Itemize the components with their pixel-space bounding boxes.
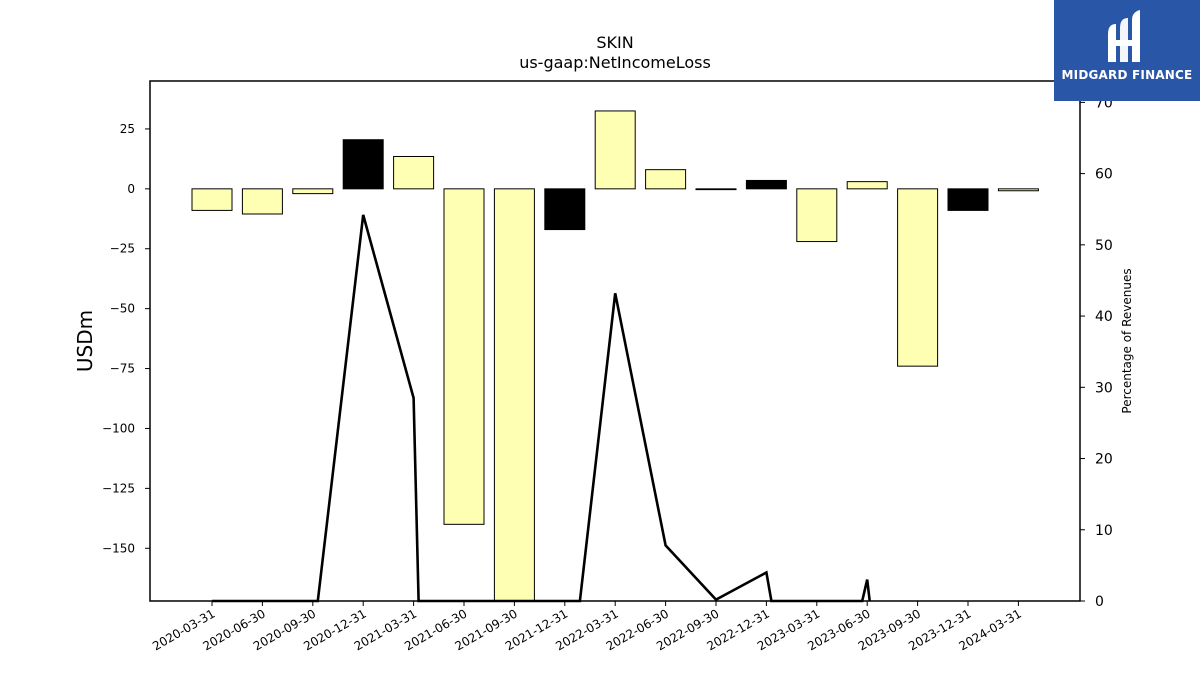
bar-series (191, 110, 1039, 602)
chart-title: SKIN (596, 33, 633, 52)
bar-2022-06-30 (645, 169, 687, 190)
y2-tick-label: 60 (1095, 167, 1113, 183)
y2-tick-label: 10 (1095, 523, 1113, 539)
bar-2023-12-31 (947, 188, 989, 211)
chart-subtitle: us-gaap:NetIncomeLoss (519, 53, 711, 72)
midgard-finance-logo: MIDGARD FINANCE (1054, 0, 1200, 101)
y-tick-label: −100 (102, 421, 135, 435)
bar-2021-03-31 (393, 155, 435, 190)
y2-tick-label: 0 (1095, 594, 1104, 610)
y-tick-label: −25 (110, 242, 135, 256)
bar-2022-03-31 (594, 110, 636, 190)
y-tick-label: −75 (110, 362, 135, 376)
percentage-line-series (212, 214, 871, 603)
y-tick-label: 0 (127, 182, 135, 196)
bar-2023-09-30 (897, 188, 939, 367)
bar-2020-09-30 (292, 188, 334, 195)
bar-2024-03-31 (997, 188, 1039, 192)
y2-axis-label: Percentage of Revenues (1120, 268, 1134, 413)
y2-tick-label: 20 (1095, 452, 1113, 468)
bar-2020-06-30 (241, 188, 283, 215)
y-tick-label: −125 (102, 481, 135, 495)
y2-tick-label: 40 (1095, 309, 1113, 325)
logo-text: MIDGARD FINANCE (1061, 68, 1193, 82)
bar-2020-12-31 (342, 139, 384, 190)
bar-2020-03-31 (191, 188, 233, 211)
bar-2022-12-31 (745, 179, 787, 190)
y-tick-label: −50 (110, 302, 135, 316)
y-axis-label: USDm (73, 310, 97, 372)
bar-2022-09-30 (695, 188, 737, 191)
bar-2023-03-31 (796, 188, 838, 243)
y2-tick-label: 30 (1095, 380, 1113, 396)
x-axis: 2020-03-312020-06-302020-09-302020-12-31… (150, 601, 1024, 653)
y-tick-label: −150 (102, 541, 135, 555)
left-axis: 25 0 −25 −50 −75 −100 −125 −150 (102, 122, 150, 555)
y-tick-label: 25 (120, 122, 135, 136)
midgard-logo-icon (1108, 10, 1140, 62)
bar-2023-06-30 (846, 181, 888, 190)
bar-2021-12-31 (544, 188, 586, 231)
percentage-of-revenues-line (212, 214, 871, 603)
y2-tick-label: 50 (1095, 238, 1113, 254)
bar-2021-09-30 (493, 188, 535, 602)
bar-2021-06-30 (443, 188, 485, 525)
